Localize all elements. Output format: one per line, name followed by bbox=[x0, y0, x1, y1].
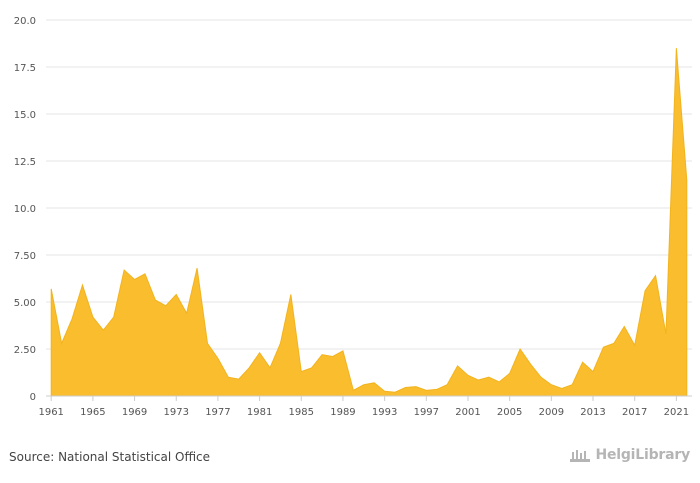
data-point[interactable] bbox=[548, 382, 554, 388]
data-point[interactable] bbox=[559, 385, 565, 391]
y-tick-label: 17.5 bbox=[14, 63, 36, 74]
y-tick-label: 2.50 bbox=[14, 345, 36, 356]
area-fill bbox=[50, 48, 688, 397]
data-point[interactable] bbox=[590, 369, 596, 375]
data-point[interactable] bbox=[455, 363, 461, 369]
data-point[interactable] bbox=[330, 354, 336, 360]
data-point[interactable] bbox=[507, 370, 513, 376]
data-point[interactable] bbox=[163, 303, 169, 309]
x-tick-label: 2001 bbox=[455, 407, 480, 418]
data-point[interactable] bbox=[663, 331, 669, 337]
data-point[interactable] bbox=[215, 355, 221, 361]
data-point[interactable] bbox=[142, 271, 148, 277]
data-point[interactable] bbox=[580, 359, 586, 365]
x-tick-label: 2013 bbox=[580, 407, 605, 418]
data-point[interactable] bbox=[267, 365, 273, 371]
data-point[interactable] bbox=[496, 379, 502, 385]
x-tick-label: 1981 bbox=[247, 407, 272, 418]
data-point[interactable] bbox=[205, 340, 211, 346]
source-note: Source: National Statistical Office bbox=[9, 450, 211, 464]
data-point[interactable] bbox=[69, 316, 75, 322]
data-point[interactable] bbox=[382, 388, 388, 394]
y-tick-label: 0 bbox=[30, 392, 36, 403]
x-tick-label: 1969 bbox=[122, 407, 147, 418]
data-point[interactable] bbox=[402, 385, 408, 391]
y-axis: 0 2.50 5.00 7.50 10.0 12.5 15.0 17.5 20.0 bbox=[14, 16, 36, 403]
y-tick-label: 15.0 bbox=[14, 110, 36, 121]
data-point[interactable] bbox=[528, 361, 534, 367]
data-point[interactable] bbox=[653, 273, 659, 279]
data-point[interactable] bbox=[246, 365, 252, 371]
data-point[interactable] bbox=[444, 382, 450, 388]
data-point[interactable] bbox=[100, 327, 106, 333]
data-point[interactable] bbox=[486, 374, 492, 380]
data-point[interactable] bbox=[621, 323, 627, 329]
y-tick-label: 5.00 bbox=[14, 298, 36, 309]
data-point[interactable] bbox=[465, 372, 471, 378]
data-point[interactable] bbox=[611, 340, 617, 346]
data-point[interactable] bbox=[517, 346, 523, 352]
y-tick-label: 10.0 bbox=[14, 204, 36, 215]
x-tick-label: 1985 bbox=[289, 407, 314, 418]
data-point[interactable] bbox=[569, 382, 575, 388]
data-point[interactable] bbox=[361, 382, 367, 388]
x-tick-label: 2017 bbox=[622, 407, 647, 418]
brand-name: HelgiLibrary bbox=[595, 447, 690, 463]
data-point[interactable] bbox=[642, 288, 648, 294]
data-point[interactable] bbox=[319, 352, 325, 358]
data-point[interactable] bbox=[298, 369, 304, 375]
data-point[interactable] bbox=[673, 45, 679, 51]
y-tick-label: 20.0 bbox=[14, 16, 36, 27]
x-tick-label: 1961 bbox=[38, 407, 63, 418]
data-point[interactable] bbox=[111, 314, 117, 320]
data-point[interactable] bbox=[236, 376, 242, 382]
data-point[interactable] bbox=[257, 350, 263, 356]
data-point[interactable] bbox=[225, 374, 231, 380]
y-tick-label: 7.50 bbox=[14, 251, 36, 262]
data-point[interactable] bbox=[600, 344, 606, 350]
x-tick-label: 2005 bbox=[497, 407, 522, 418]
data-point[interactable] bbox=[121, 267, 127, 273]
data-point[interactable] bbox=[475, 377, 481, 383]
data-point[interactable] bbox=[392, 389, 398, 395]
data-point[interactable] bbox=[132, 276, 138, 282]
x-tick-label: 1989 bbox=[330, 407, 355, 418]
data-point[interactable] bbox=[152, 297, 158, 303]
data-point[interactable] bbox=[684, 177, 690, 183]
x-tick-label: 2021 bbox=[664, 407, 689, 418]
x-tick-label: 2009 bbox=[539, 407, 564, 418]
x-tick-label: 1965 bbox=[80, 407, 105, 418]
brand-logo: HelgiLibrary bbox=[569, 447, 690, 463]
area-series bbox=[48, 45, 690, 397]
x-tick-label: 1977 bbox=[205, 407, 230, 418]
data-point[interactable] bbox=[48, 286, 54, 292]
data-point[interactable] bbox=[90, 314, 96, 320]
x-tick-label: 1993 bbox=[372, 407, 397, 418]
data-point[interactable] bbox=[340, 348, 346, 354]
x-axis: 1961 1965 1969 1973 1977 1981 1985 1989 1993 1997… bbox=[38, 395, 692, 418]
data-point[interactable] bbox=[173, 291, 179, 297]
data-point[interactable] bbox=[423, 387, 429, 393]
data-point[interactable] bbox=[350, 387, 356, 393]
data-point[interactable] bbox=[632, 342, 638, 348]
x-tick-label: 1973 bbox=[164, 407, 189, 418]
data-point[interactable] bbox=[288, 291, 294, 297]
data-point[interactable] bbox=[79, 282, 85, 288]
data-point[interactable] bbox=[309, 365, 315, 371]
data-point[interactable] bbox=[434, 386, 440, 392]
data-point[interactable] bbox=[194, 265, 200, 271]
data-point[interactable] bbox=[59, 340, 65, 346]
data-point[interactable] bbox=[277, 340, 283, 346]
y-tick-label: 12.5 bbox=[14, 157, 36, 168]
data-point[interactable] bbox=[184, 310, 190, 316]
data-point[interactable] bbox=[538, 374, 544, 380]
data-point[interactable] bbox=[413, 384, 419, 390]
data-point[interactable] bbox=[371, 380, 377, 386]
x-tick-label: 1997 bbox=[414, 407, 439, 418]
library-icon bbox=[570, 450, 591, 462]
